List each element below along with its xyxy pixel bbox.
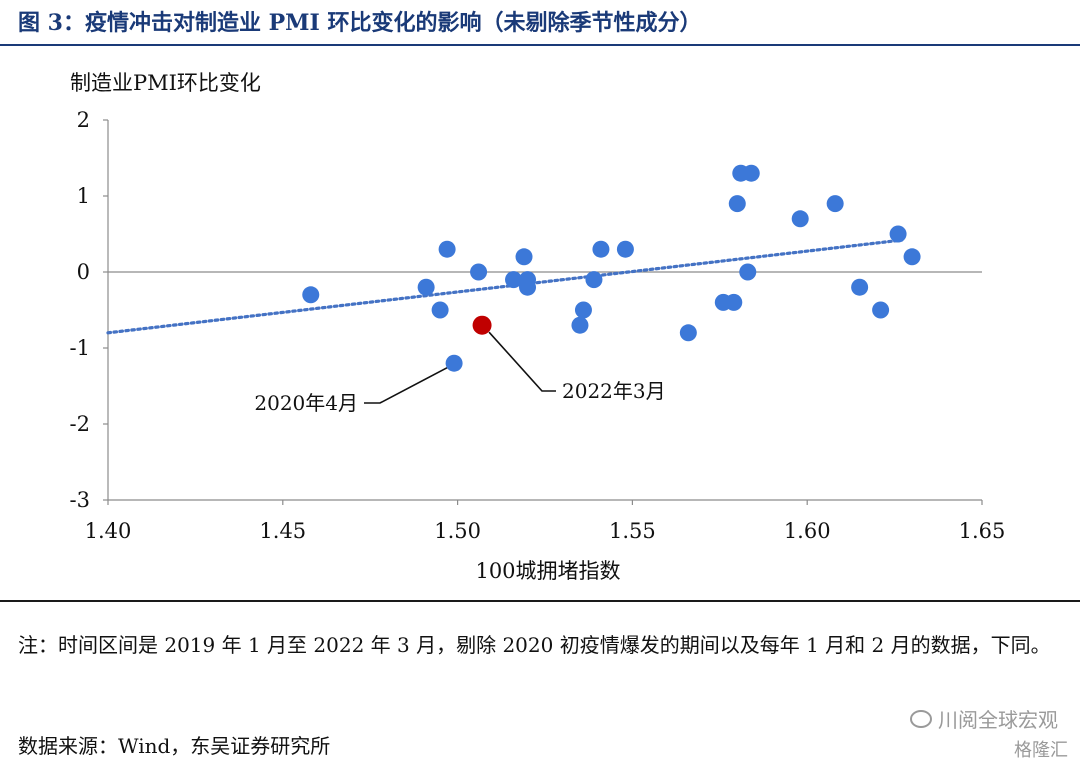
y-tick-label: -1 bbox=[70, 336, 90, 360]
annotation-lines bbox=[364, 331, 556, 404]
annotation-line-2020-04 bbox=[364, 366, 449, 404]
watermark-text: 川阅全球宏观 bbox=[938, 708, 1058, 732]
annotation-line-2022-03 bbox=[488, 331, 556, 392]
y-tick-label: 0 bbox=[77, 260, 90, 284]
x-tick-label: 1.45 bbox=[259, 519, 306, 543]
x-axis-label: 100城拥堵指数 bbox=[475, 559, 620, 583]
scatter-point bbox=[728, 195, 746, 213]
scatter-point bbox=[302, 286, 320, 304]
x-tick-label: 1.50 bbox=[434, 519, 481, 543]
y-tick-label: 2 bbox=[77, 108, 90, 132]
scatter-points bbox=[302, 164, 921, 372]
y-tick-label: 1 bbox=[77, 184, 90, 208]
scatter-point bbox=[585, 271, 603, 289]
bottom-rule bbox=[0, 600, 1080, 602]
axes bbox=[103, 119, 983, 505]
data-source: 数据来源：Wind，东吴证券研究所 bbox=[18, 734, 331, 758]
scatter-point bbox=[417, 278, 435, 296]
scatter-point bbox=[742, 164, 760, 182]
y-tick-label: -3 bbox=[70, 488, 90, 512]
highlight-point bbox=[472, 315, 492, 335]
scatter-point bbox=[470, 263, 488, 281]
x-tick-label: 1.60 bbox=[784, 519, 831, 543]
x-tick-label: 1.55 bbox=[609, 519, 656, 543]
scatter-point bbox=[519, 278, 537, 296]
footnote: 注：时间区间是 2019 年 1 月至 2022 年 3 月，剔除 2020 初… bbox=[18, 633, 1051, 657]
scatter-point bbox=[445, 354, 463, 372]
scatter-point bbox=[679, 324, 697, 342]
scatter-point bbox=[505, 271, 523, 289]
scatter-point bbox=[431, 301, 449, 319]
y-tick-label: -2 bbox=[70, 412, 90, 436]
scatter-point bbox=[515, 248, 533, 266]
annotation-labels: 2020年4月 2022年3月 bbox=[254, 379, 665, 415]
trendline-group bbox=[106, 238, 904, 335]
annotation-label-2020-04: 2020年4月 bbox=[254, 391, 358, 415]
annotation-label-2022-03: 2022年3月 bbox=[562, 379, 666, 403]
figure-title: 图 3：疫情冲击对制造业 PMI 环比变化的影响（未剔除季节性成分） bbox=[0, 0, 1080, 46]
scatter-point bbox=[438, 240, 456, 258]
scatter-point bbox=[826, 195, 844, 213]
trendline bbox=[106, 238, 904, 335]
scatter-point bbox=[571, 316, 589, 334]
scatter-point bbox=[725, 293, 743, 311]
scatter-point bbox=[574, 301, 592, 319]
x-tick-label: 1.40 bbox=[85, 519, 132, 543]
y-axis-label: 制造业PMI环比变化 bbox=[70, 71, 261, 95]
x-tick-label: 1.65 bbox=[959, 519, 1006, 543]
scatter-point bbox=[739, 263, 757, 281]
x-tick-labels: 1.40 1.45 1.50 1.55 1.60 1.65 bbox=[85, 519, 1006, 543]
scatter-point bbox=[889, 225, 907, 243]
scatter-point bbox=[872, 301, 890, 319]
watermark-secondary: 格隆汇 bbox=[1014, 740, 1068, 761]
scatter-point bbox=[616, 240, 634, 258]
watermark: 川阅全球宏观 bbox=[910, 704, 1058, 733]
wechat-icon bbox=[910, 709, 932, 728]
scatter-point bbox=[851, 278, 869, 296]
scatter-chart: 制造业PMI环比变化 2 1 0 -1 -2 -3 1.40 1.45 1.50 1.55 1.6… bbox=[70, 71, 1006, 583]
scatter-point bbox=[791, 210, 809, 228]
scatter-point bbox=[903, 248, 921, 266]
y-tick-labels: 2 1 0 -1 -2 -3 bbox=[70, 108, 90, 512]
scatter-point bbox=[592, 240, 610, 258]
